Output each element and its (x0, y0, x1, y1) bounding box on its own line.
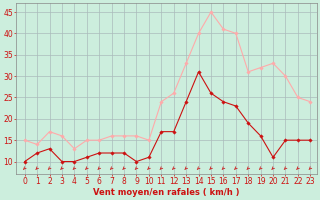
X-axis label: Vent moyen/en rafales ( km/h ): Vent moyen/en rafales ( km/h ) (93, 188, 239, 197)
